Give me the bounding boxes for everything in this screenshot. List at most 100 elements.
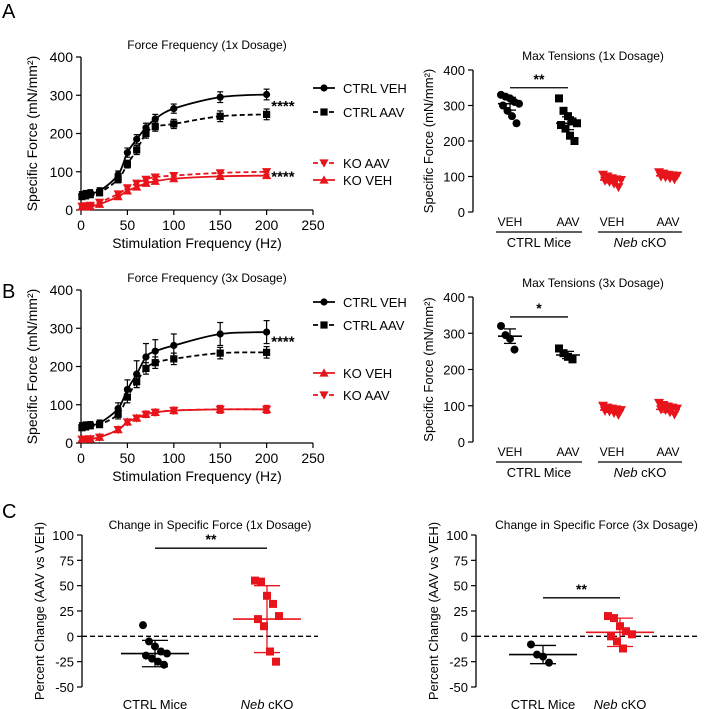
y-axis-label: Specific Force (mN/mm²)	[24, 289, 40, 445]
legend-label: KO AAV	[343, 388, 390, 403]
x-tick-label: 200	[255, 450, 279, 466]
data-point	[133, 378, 141, 386]
legend-label: KO AAV	[343, 156, 390, 171]
data-point	[622, 627, 630, 636]
data-point	[94, 199, 105, 208]
legend-marker	[320, 298, 328, 306]
x-tick-label: 200	[255, 217, 279, 233]
data-point	[114, 410, 122, 418]
data-point	[122, 186, 132, 195]
chart-percent-change-3x: Change in Specific Force (3x Dosage) -50 -…	[426, 518, 698, 709]
data-point	[145, 637, 153, 646]
data-point	[566, 131, 574, 140]
chart-title: Force Frequency (3x Dosage)	[127, 271, 286, 285]
y-axis-label: Specific Force (mN/mm²)	[24, 56, 40, 212]
legend-label: CTRL AAV	[343, 318, 405, 333]
y-tick-label: 0	[458, 205, 465, 220]
data-point	[85, 201, 95, 211]
x-tick-label: 0	[77, 450, 85, 466]
data-point	[133, 135, 141, 143]
data-point	[559, 106, 568, 115]
data-point	[113, 192, 123, 201]
data-point	[160, 660, 168, 669]
x-category-label: VEH	[600, 215, 625, 229]
significance-stars: ****	[271, 333, 295, 350]
data-point	[568, 117, 577, 126]
group-label: CTRL Mice	[507, 465, 572, 480]
significance-stars: ****	[271, 169, 295, 186]
data-point	[619, 644, 627, 653]
x-category-label: VEH	[600, 445, 625, 459]
x-tick-label: 250	[301, 217, 325, 233]
data-point	[555, 94, 563, 103]
legend-label: CTRL VEH	[343, 81, 407, 96]
legend-marker	[319, 391, 329, 400]
data-point	[613, 183, 624, 193]
data-point	[170, 120, 178, 128]
data-point	[151, 347, 159, 355]
data-point	[510, 345, 519, 354]
data-point	[141, 410, 151, 419]
data-point	[142, 124, 150, 132]
x-tick-label: 100	[162, 217, 186, 233]
data-point	[251, 576, 259, 585]
y-tick-label: 100	[52, 528, 74, 543]
y-axis-label: Percent Change (AAV vs VEH)	[426, 522, 441, 700]
y-tick-label: 25	[454, 604, 468, 619]
significance-stars: **	[576, 581, 587, 597]
data-point	[114, 404, 122, 413]
y-tick-label: 0	[65, 202, 73, 218]
y-tick-label: 400	[50, 282, 74, 298]
legend-marker	[319, 368, 329, 377]
data-point	[497, 322, 505, 330]
chart-title: Max Tensions (1x Dosage)	[522, 49, 664, 63]
data-point	[216, 330, 224, 338]
data-point	[272, 657, 280, 666]
data-point	[266, 647, 274, 656]
data-point	[132, 182, 142, 191]
legend-marker	[320, 108, 328, 116]
y-axis-label: Specific Force (mN/mm²)	[421, 69, 436, 213]
x-axis-label: Stimulation Frequency (Hz)	[112, 468, 282, 484]
x-category-label: Neb cKO	[241, 697, 294, 709]
y-tick-label: 200	[443, 134, 465, 149]
data-point	[613, 410, 624, 420]
data-point	[150, 408, 160, 417]
y-tick-label: 25	[60, 604, 74, 619]
x-tick-label: 50	[120, 217, 136, 233]
data-point	[170, 105, 178, 113]
data-point	[216, 112, 224, 120]
data-point	[263, 90, 271, 99]
data-point	[263, 348, 271, 356]
data-point	[122, 418, 132, 427]
y-tick-label: 200	[50, 126, 74, 142]
data-point	[123, 149, 131, 157]
y-tick-label: 400	[443, 290, 465, 305]
panel-label-c: C	[2, 501, 16, 523]
group-label: CTRL Mice	[507, 235, 572, 250]
y-tick-label: 100	[443, 170, 465, 185]
data-point	[142, 353, 150, 361]
y-tick-label: 300	[443, 99, 465, 114]
data-point	[555, 344, 563, 353]
y-tick-label: 300	[443, 326, 465, 341]
x-axis-label: Stimulation Frequency (Hz)	[112, 235, 282, 251]
data-point	[151, 115, 159, 123]
data-point	[215, 405, 225, 414]
data-point	[151, 123, 159, 131]
legend-marker	[320, 321, 328, 329]
significance-stars: **	[206, 531, 217, 547]
y-tick-label: 100	[50, 397, 74, 413]
group-label: Neb cKO	[614, 465, 667, 480]
x-category-label: CTRL Mice	[511, 697, 576, 709]
data-point	[123, 160, 131, 168]
chart-title: Change in Specific Force (3x Dosage)	[495, 518, 698, 532]
significance-stars: **	[534, 71, 545, 87]
x-category-label: AAV	[656, 215, 679, 229]
x-tick-label: 0	[77, 217, 85, 233]
y-tick-label: 100	[50, 164, 74, 180]
y-tick-label: 0	[67, 629, 74, 644]
chart-title: Change in Specific Force (1x Dosage)	[109, 518, 312, 532]
x-category-label: CTRL Mice	[123, 697, 188, 709]
